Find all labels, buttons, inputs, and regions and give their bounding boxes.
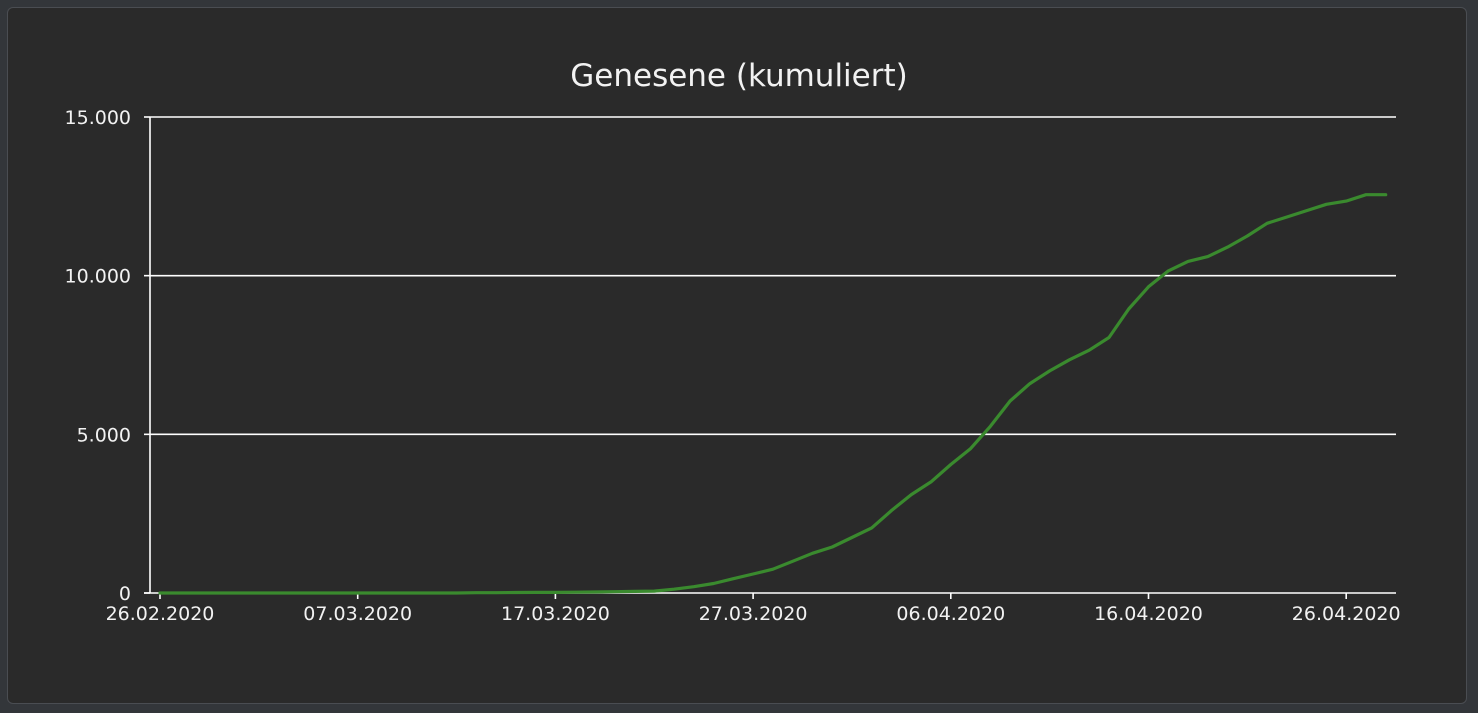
x-tick-label: 07.03.2020 (303, 603, 412, 625)
x-tick-label: 06.04.2020 (896, 603, 1005, 625)
x-tick-label: 16.04.2020 (1094, 603, 1203, 625)
y-tick-label: 15.000 (65, 107, 131, 129)
axes (144, 117, 1396, 594)
y-tick-label: 5.000 (77, 424, 131, 446)
x-tick-label: 26.04.2020 (1292, 603, 1401, 625)
series-line (158, 193, 1388, 595)
x-tick-label: 26.02.2020 (106, 603, 215, 625)
chart-title: Genesene (kumuliert) (570, 58, 908, 94)
x-tick-label: 27.03.2020 (699, 603, 808, 625)
y-tick-label: 0 (119, 583, 131, 605)
y-gridlines (150, 116, 1396, 436)
x-axis-ticks: 26.02.2020 07.03.2020 17.03.2020 27.03.2020… (106, 593, 1401, 625)
chart-card (7, 7, 1467, 704)
x-tick-label: 17.03.2020 (501, 603, 610, 625)
y-tick-label: 10.000 (65, 266, 131, 288)
y-axis-ticks: 0 5.000 10.000 15.000 (65, 107, 150, 605)
series-group (158, 193, 1388, 595)
